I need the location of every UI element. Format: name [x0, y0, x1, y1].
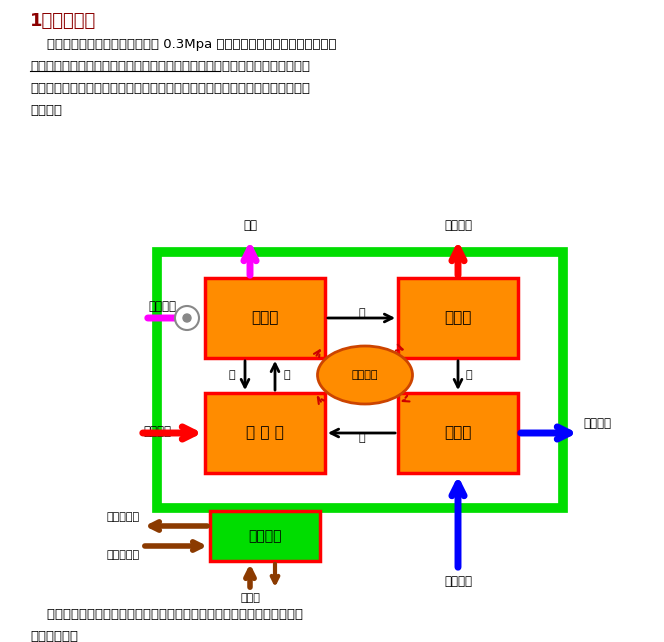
- Text: 汽: 汽: [358, 433, 365, 443]
- Text: 汽: 汽: [358, 308, 365, 318]
- Text: 凝水: 凝水: [243, 219, 257, 232]
- Bar: [157, 252, 563, 508]
- Text: 余热水出: 余热水出: [583, 417, 611, 430]
- Text: 供热水出: 供热水出: [444, 219, 472, 232]
- Bar: [398, 393, 518, 473]
- Text: 运行信号出: 运行信号出: [107, 550, 140, 560]
- Bar: [205, 393, 325, 473]
- Circle shape: [175, 306, 199, 330]
- Circle shape: [183, 314, 191, 322]
- Text: 制系统组成。: 制系统组成。: [30, 630, 78, 642]
- Text: 控制系统: 控制系统: [248, 529, 282, 543]
- Text: 蒸汽型溨化锂吸收式热泵机组以 0.3Mpa 以上蒸汽产生的热能为驱动热源，: 蒸汽型溨化锂吸收式热泵机组以 0.3Mpa 以上蒸汽产生的热能为驱动热源，: [30, 38, 337, 51]
- Text: 余热水进: 余热水进: [444, 575, 472, 588]
- Text: 蒸发器: 蒸发器: [444, 426, 471, 440]
- Text: 水: 水: [466, 370, 473, 381]
- Bar: [205, 278, 325, 358]
- Text: 电能出: 电能出: [240, 593, 260, 603]
- Bar: [398, 278, 518, 358]
- Text: 控制信号出: 控制信号出: [107, 512, 140, 522]
- Text: 液: 液: [283, 370, 290, 381]
- Text: 发生器: 发生器: [251, 311, 279, 325]
- Text: 性，提取低品位废热源中的热量，通过回收转换制取工艺性、采暖或生活用高品: 性，提取低品位废热源中的热量，通过回收转换制取工艺性、采暖或生活用高品: [30, 82, 310, 95]
- Text: 辅助设备: 辅助设备: [352, 370, 378, 380]
- Text: 稀: 稀: [228, 370, 235, 381]
- Text: 吸收式热泵机组由发生器、冷凝器、蒸发器、吸收器、热交换器及自动控: 吸收式热泵机组由发生器、冷凝器、蒸发器、吸收器、热交换器及自动控: [30, 608, 303, 621]
- Text: 供热水进: 供热水进: [143, 425, 171, 438]
- Text: 溨化锂浓溶液为吸收剂，水为蒸发剂，利用水在低压真空状态下低沸点沸腾的特: 溨化锂浓溶液为吸收剂，水为蒸发剂，利用水在低压真空状态下低沸点沸腾的特: [30, 60, 310, 73]
- Text: 位热水。: 位热水。: [30, 104, 62, 117]
- Ellipse shape: [317, 346, 412, 404]
- Text: 冷凝器: 冷凝器: [444, 311, 471, 325]
- Text: 1、结构组成: 1、结构组成: [30, 12, 96, 30]
- Text: 吸 收 器: 吸 收 器: [246, 426, 284, 440]
- Bar: [210, 511, 320, 561]
- Text: 驱动蒸汽: 驱动蒸汽: [148, 300, 176, 313]
